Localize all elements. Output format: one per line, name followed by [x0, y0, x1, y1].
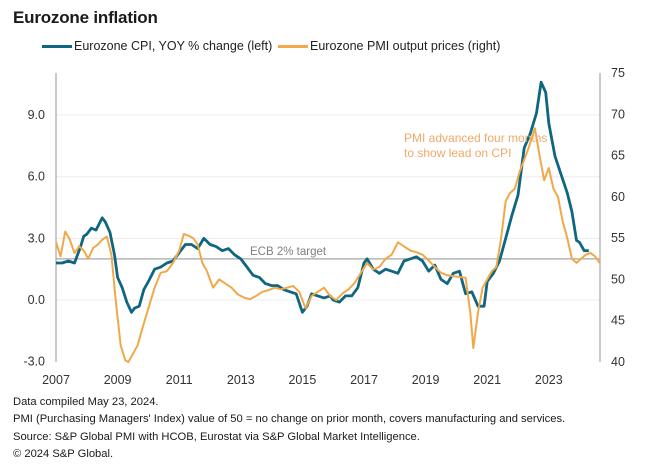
- x-tick-label: 2013: [227, 373, 255, 387]
- y-left-tick-label: 6.0: [28, 170, 45, 184]
- y-right-tick-label: 45: [611, 314, 625, 328]
- x-tick-label: 2023: [535, 373, 563, 387]
- x-tick-label: 2015: [288, 373, 316, 387]
- annotation-text: to show lead on CPI: [404, 146, 511, 160]
- series-line-pmi: [55, 127, 601, 363]
- note-copyright: © 2024 S&P Global.: [13, 447, 114, 460]
- legend-item-cpi: Eurozone CPI, YOY % change (left): [42, 39, 272, 53]
- x-tick-label: 2009: [104, 373, 132, 387]
- y-right-tick-label: 50: [611, 272, 625, 286]
- y-right-tick-label: 70: [611, 107, 625, 121]
- chart-legend: Eurozone CPI, YOY % change (left) Eurozo…: [0, 39, 656, 59]
- note-pmi-definition: PMI (Purchasing Managers' Index) value o…: [13, 413, 566, 426]
- legend-swatch-pmi: [278, 44, 308, 48]
- y-right-tick-label: 60: [611, 190, 625, 204]
- y-right-tick-label: 75: [611, 66, 625, 80]
- note-source: Source: S&P Global PMI with HCOB, Eurost…: [13, 430, 420, 443]
- y-left-tick-label: 9.0: [28, 108, 45, 122]
- legend-item-pmi: Eurozone PMI output prices (right): [278, 39, 500, 53]
- x-tick-label: 2007: [42, 373, 70, 387]
- legend-label-pmi: Eurozone PMI output prices (right): [310, 39, 501, 53]
- y-left-tick-label: 3.0: [28, 231, 45, 245]
- x-tick-label: 2011: [166, 373, 193, 387]
- ecb-target-label: ECB 2% target: [250, 246, 327, 258]
- y-right-tick-label: 55: [611, 231, 625, 245]
- y-left-tick-label: -3.0: [23, 355, 45, 369]
- legend-swatch-cpi: [42, 44, 72, 48]
- chart-title: Eurozone inflation: [13, 8, 158, 27]
- x-tick-label: 2017: [350, 373, 378, 387]
- legend-label-cpi: Eurozone CPI, YOY % change (left): [74, 39, 273, 53]
- annotation-text: PMI advanced four months: [404, 131, 547, 145]
- y-right-tick-label: 65: [611, 149, 625, 163]
- x-tick-label: 2019: [412, 373, 440, 387]
- x-tick-label: 2021: [473, 373, 501, 387]
- chart-notes: Data compiled May 23, 2024. PMI (Purchas…: [13, 394, 565, 463]
- y-right-tick-label: 40: [611, 355, 625, 369]
- note-data-compiled: Data compiled May 23, 2024.: [13, 396, 159, 408]
- y-left-tick-label: 0.0: [28, 293, 45, 307]
